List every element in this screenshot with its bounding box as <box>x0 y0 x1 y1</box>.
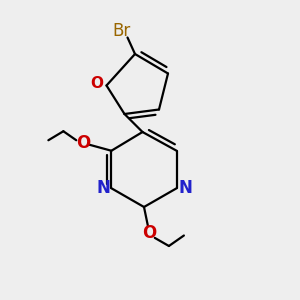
Text: N: N <box>178 179 192 197</box>
Text: O: O <box>142 224 157 242</box>
Text: O: O <box>76 134 90 152</box>
Text: Br: Br <box>112 22 130 40</box>
Text: N: N <box>96 179 110 197</box>
Text: O: O <box>90 76 104 92</box>
